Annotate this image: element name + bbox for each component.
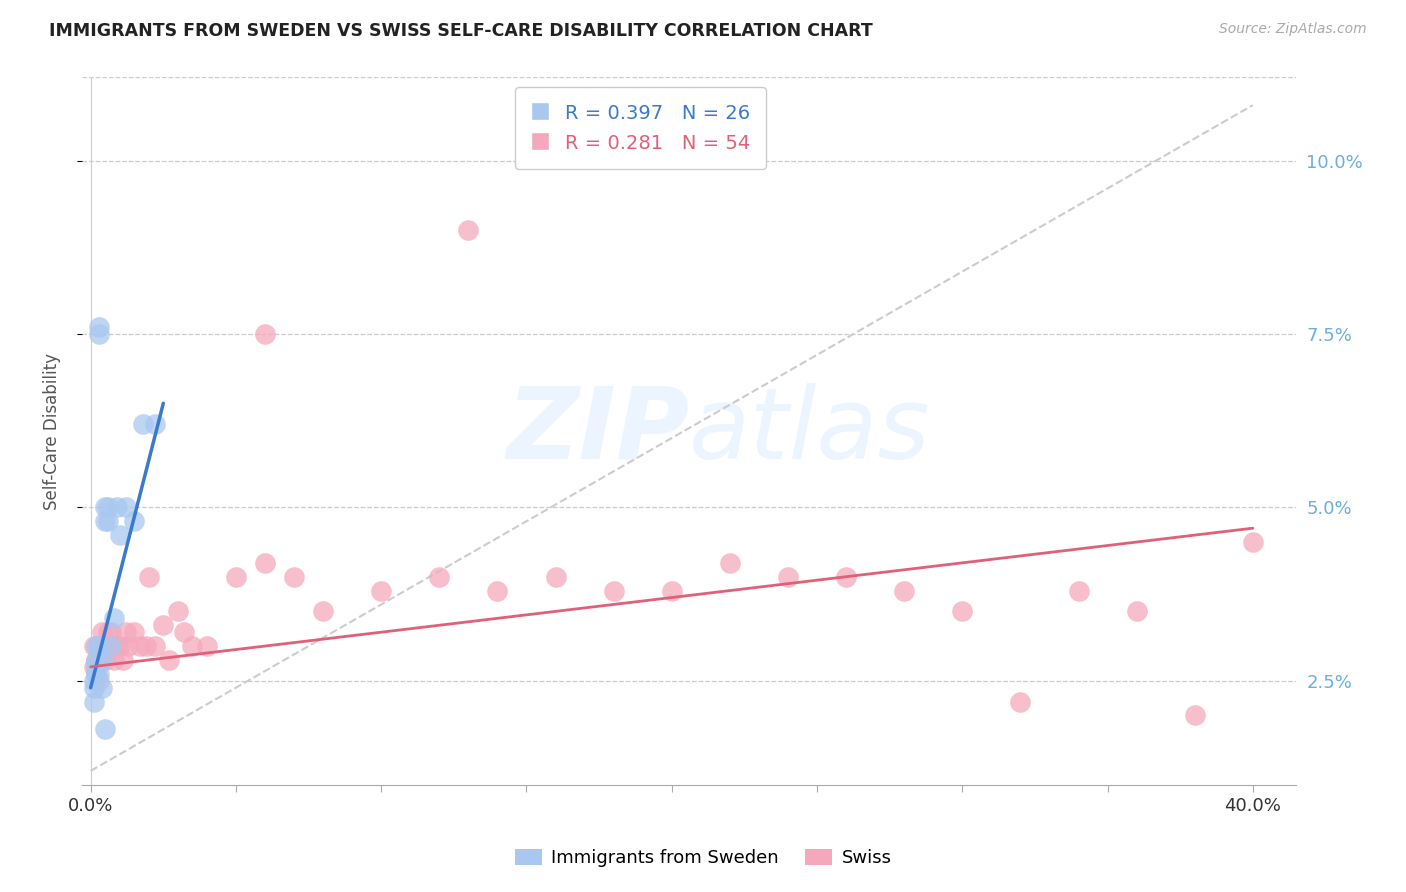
Point	[91, 625, 114, 640]
Point	[83, 681, 105, 695]
Point	[83, 673, 105, 688]
Y-axis label: Self-Care Disability: Self-Care Disability	[44, 352, 60, 509]
Point	[100, 625, 122, 640]
Point	[893, 583, 915, 598]
Point	[253, 326, 276, 341]
Legend: R = 0.397   N = 26, R = 0.281   N = 54: R = 0.397 N = 26, R = 0.281 N = 54	[515, 87, 766, 169]
Point	[143, 417, 166, 432]
Point	[108, 528, 131, 542]
Point	[114, 500, 136, 515]
Text: ZIP: ZIP	[506, 383, 689, 480]
Point	[486, 583, 509, 598]
Point	[103, 611, 125, 625]
Point	[89, 639, 111, 653]
Point	[89, 326, 111, 341]
Point	[283, 570, 305, 584]
Point	[718, 556, 741, 570]
Point	[135, 639, 157, 653]
Point	[457, 223, 479, 237]
Point	[86, 660, 108, 674]
Point	[100, 639, 122, 653]
Point	[1184, 708, 1206, 723]
Point	[143, 639, 166, 653]
Point	[117, 639, 139, 653]
Point	[89, 673, 111, 688]
Text: atlas: atlas	[689, 383, 931, 480]
Point	[157, 653, 180, 667]
Point	[86, 653, 108, 667]
Point	[97, 639, 120, 653]
Point	[94, 723, 117, 737]
Point	[89, 320, 111, 334]
Point	[152, 618, 174, 632]
Point	[195, 639, 218, 653]
Point	[89, 639, 111, 653]
Point	[138, 570, 160, 584]
Point	[94, 653, 117, 667]
Point	[661, 583, 683, 598]
Point	[544, 570, 567, 584]
Text: IMMIGRANTS FROM SWEDEN VS SWISS SELF-CARE DISABILITY CORRELATION CHART: IMMIGRANTS FROM SWEDEN VS SWISS SELF-CAR…	[49, 22, 873, 40]
Point	[100, 639, 122, 653]
Point	[173, 625, 195, 640]
Text: Source: ZipAtlas.com: Source: ZipAtlas.com	[1219, 22, 1367, 37]
Point	[166, 604, 188, 618]
Point	[91, 681, 114, 695]
Point	[83, 694, 105, 708]
Point	[103, 653, 125, 667]
Point	[105, 500, 128, 515]
Point	[83, 660, 105, 674]
Point	[94, 500, 117, 515]
Point	[1125, 604, 1147, 618]
Point	[427, 570, 450, 584]
Point	[94, 514, 117, 528]
Point	[950, 604, 973, 618]
Point	[1067, 583, 1090, 598]
Point	[122, 514, 145, 528]
Point	[1241, 535, 1264, 549]
Point	[114, 625, 136, 640]
Point	[97, 514, 120, 528]
Point	[86, 666, 108, 681]
Point	[776, 570, 799, 584]
Point	[91, 653, 114, 667]
Point	[86, 653, 108, 667]
Point	[89, 653, 111, 667]
Point	[129, 639, 152, 653]
Point	[86, 666, 108, 681]
Point	[1010, 694, 1032, 708]
Point	[97, 625, 120, 640]
Point	[89, 666, 111, 681]
Legend: Immigrants from Sweden, Swiss: Immigrants from Sweden, Swiss	[508, 841, 898, 874]
Point	[181, 639, 204, 653]
Point	[370, 583, 392, 598]
Point	[94, 639, 117, 653]
Point	[122, 625, 145, 640]
Point	[83, 639, 105, 653]
Point	[105, 639, 128, 653]
Point	[91, 653, 114, 667]
Point	[97, 500, 120, 515]
Point	[835, 570, 858, 584]
Point	[312, 604, 335, 618]
Point	[253, 556, 276, 570]
Point	[111, 653, 134, 667]
Point	[602, 583, 624, 598]
Point	[86, 639, 108, 653]
Point	[132, 417, 155, 432]
Point	[108, 639, 131, 653]
Point	[225, 570, 247, 584]
